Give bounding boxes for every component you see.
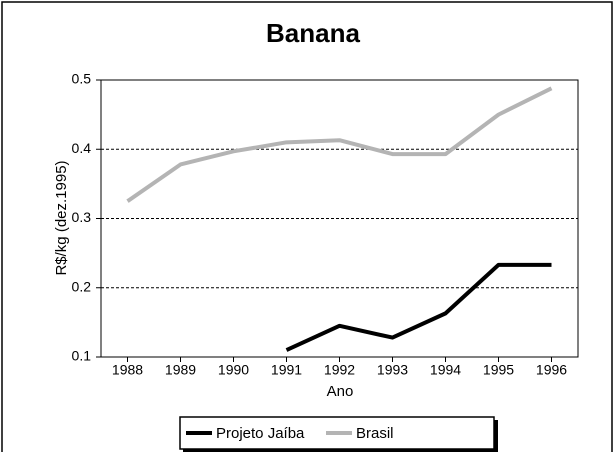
series-line xyxy=(126,86,553,203)
x-tick-label: 1993 xyxy=(377,362,408,378)
y-tick-label: 0.5 xyxy=(72,71,92,87)
x-tick-label: 1995 xyxy=(483,362,514,378)
x-tick-label: 1996 xyxy=(536,362,567,378)
legend-label: Projeto Jaíba xyxy=(216,425,305,442)
legend-label: Brasil xyxy=(356,425,394,442)
x-tick-label: 1989 xyxy=(165,362,196,378)
x-tick-label: 1990 xyxy=(218,362,249,378)
y-tick-label: 0.3 xyxy=(72,209,92,225)
x-tick-label: 1991 xyxy=(271,362,302,378)
x-axis-label: Ano xyxy=(327,383,354,400)
series-line xyxy=(285,262,552,352)
x-tick-label: 1988 xyxy=(112,362,143,378)
y-axis-label: R$/kg (dez.1995) xyxy=(53,160,70,275)
y-tick-label: 0.2 xyxy=(72,278,92,294)
y-tick-label: 0.1 xyxy=(72,348,92,364)
y-tick-label: 0.4 xyxy=(72,140,92,156)
x-tick-label: 1992 xyxy=(324,362,355,378)
chart-title: Banana xyxy=(266,18,360,48)
x-tick-label: 1994 xyxy=(430,362,461,378)
